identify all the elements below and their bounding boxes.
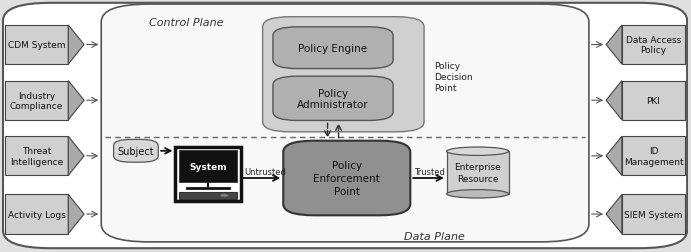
Polygon shape [606,195,622,234]
Text: Data Plane: Data Plane [404,231,465,241]
Text: ID
Management: ID Management [624,147,683,166]
Polygon shape [68,137,84,176]
Text: Policy
Enforcement
Point: Policy Enforcement Point [314,160,380,196]
Polygon shape [68,195,84,234]
FancyBboxPatch shape [283,141,410,215]
Text: System: System [189,162,227,171]
Text: Enterprise
Resource: Enterprise Resource [454,163,501,183]
Polygon shape [622,195,685,234]
Text: Activity Logs: Activity Logs [8,210,66,219]
Ellipse shape [446,190,509,198]
Text: Data Access
Policy: Data Access Policy [626,36,681,55]
Polygon shape [622,81,685,120]
FancyBboxPatch shape [101,5,589,242]
FancyBboxPatch shape [113,140,158,163]
Polygon shape [5,26,68,65]
FancyBboxPatch shape [273,77,393,121]
Polygon shape [606,137,622,176]
FancyBboxPatch shape [179,192,238,199]
Polygon shape [68,81,84,120]
FancyBboxPatch shape [176,147,240,202]
Text: PKI: PKI [647,96,661,105]
Text: Policy Engine: Policy Engine [299,44,368,53]
Polygon shape [606,26,622,65]
Text: CDM System: CDM System [8,41,66,50]
Text: Policy
Decision
Point: Policy Decision Point [435,61,473,92]
Text: Trusted: Trusted [414,168,444,176]
FancyBboxPatch shape [273,28,393,69]
Ellipse shape [446,147,509,156]
Text: Subject: Subject [117,146,154,156]
Polygon shape [5,195,68,234]
Text: SIEM System: SIEM System [624,210,683,219]
Text: Threat
Intelligence: Threat Intelligence [10,147,64,166]
Text: Industry
Compliance: Industry Compliance [10,91,64,110]
FancyBboxPatch shape [180,151,237,182]
Polygon shape [606,81,622,120]
Text: Policy
Administrator: Policy Administrator [297,88,369,110]
Polygon shape [68,26,84,65]
Text: Untrusted: Untrusted [244,168,286,176]
FancyBboxPatch shape [263,18,424,132]
Polygon shape [622,137,685,176]
FancyBboxPatch shape [446,152,509,194]
Circle shape [220,194,229,197]
FancyBboxPatch shape [3,4,687,248]
Polygon shape [5,137,68,176]
Text: Control Plane: Control Plane [149,18,224,28]
Polygon shape [622,26,685,65]
Polygon shape [5,81,68,120]
